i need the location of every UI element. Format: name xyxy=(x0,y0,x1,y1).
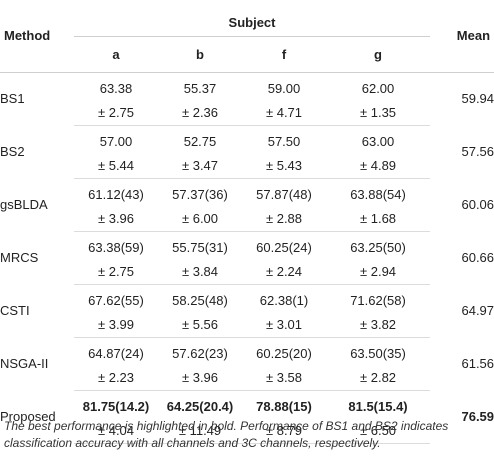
method-name: CSTI xyxy=(0,303,30,318)
value-cell-best: 64.25(20.4) xyxy=(166,399,234,414)
method-name: Proposed xyxy=(0,409,56,424)
mean-cell: 60.66 xyxy=(461,250,494,265)
value-cell: 62.38(1) xyxy=(259,293,309,308)
value-cell: 67.62(55) xyxy=(88,293,144,308)
table-row-sd: ± 2.23 ± 3.96 ± 3.58 ± 2.82 xyxy=(0,365,494,391)
table-row-best: Proposed 81.75(14.2) 64.25(20.4) 78.88(1… xyxy=(0,390,494,424)
results-table: Method Subject Mean a b f g BS1 63.38 55… xyxy=(0,0,494,444)
header-mean: Mean xyxy=(430,0,494,73)
sd-cell: ± 5.43 xyxy=(242,153,326,179)
table-row-sd: ± 2.75 ± 3.84 ± 2.24 ± 2.94 xyxy=(0,259,494,285)
value-cell: 63.88(54) xyxy=(350,187,406,202)
value-cell-best: 81.5(15.4) xyxy=(348,399,408,414)
sd-cell: ± 11.49 xyxy=(158,418,242,444)
sd-cell: ± 3.82 xyxy=(326,312,431,338)
value-cell-best: 78.88(15) xyxy=(256,399,312,414)
sd-cell: ± 2.94 xyxy=(326,259,431,285)
table-caption: The best performance is highlighted in b… xyxy=(4,419,449,450)
method-name: BS1 xyxy=(0,91,25,107)
sd-cell: ± 3.84 xyxy=(158,259,242,285)
value-cell: 52.75 xyxy=(183,134,217,149)
sd-cell: ± 3.99 xyxy=(74,312,158,338)
sd-cell: ± 6.00 xyxy=(158,206,242,232)
table-row-sd: ± 2.75 ± 2.36 ± 4.71 ± 1.35 xyxy=(0,100,494,126)
value-cell: 63.50(35) xyxy=(350,346,406,361)
table-row: BS2 57.00 52.75 57.50 63.00 57.56 xyxy=(0,125,494,159)
value-cell: 71.62(58) xyxy=(350,293,406,308)
value-cell: 63.38(59) xyxy=(88,240,144,255)
sd-cell: ± 1.68 xyxy=(326,206,431,232)
value-cell-best: 81.75(14.2) xyxy=(82,399,150,414)
sd-cell: ± 3.96 xyxy=(74,206,158,232)
method-name: NSGA-II xyxy=(0,356,49,371)
sd-cell: ± 8.79 xyxy=(242,418,326,444)
value-cell: 57.50 xyxy=(267,134,301,149)
header-row-subjects: a b f g xyxy=(0,36,494,73)
method-name: gsBLDA xyxy=(0,197,48,212)
sd-cell: ± 3.47 xyxy=(158,153,242,179)
sd-cell: ± 2.24 xyxy=(242,259,326,285)
sd-cell: ± 3.96 xyxy=(158,365,242,391)
value-cell: 61.12(43) xyxy=(88,187,144,202)
header-row-top: Method Subject Mean xyxy=(0,0,494,73)
mean-cell: 57.56 xyxy=(461,144,494,159)
sd-cell: ± 1.35 xyxy=(326,100,431,126)
method-name: BS2 xyxy=(0,144,25,159)
value-cell: 58.25(48) xyxy=(172,293,228,308)
sd-cell: ± 4.04 xyxy=(74,418,158,444)
sd-cell: ± 4.89 xyxy=(326,153,431,179)
table-row: MRCS 63.38(59) 55.75(31) 60.25(24) 63.25… xyxy=(0,231,494,265)
value-cell: 62.00 xyxy=(361,81,395,96)
value-cell: 63.00 xyxy=(361,134,395,149)
value-cell: 64.87(24) xyxy=(88,346,144,361)
value-cell: 63.38 xyxy=(99,81,133,96)
sd-cell: ± 4.71 xyxy=(242,100,326,126)
value-cell: 55.37 xyxy=(183,81,217,96)
table-row: CSTI 67.62(55) 58.25(48) 62.38(1) 71.62(… xyxy=(0,284,494,318)
method-name: MRCS xyxy=(0,250,39,265)
value-cell: 60.25(20) xyxy=(256,346,312,361)
value-cell: 55.75(31) xyxy=(172,240,228,255)
sd-cell: ± 3.58 xyxy=(242,365,326,391)
table-row-sd: ± 5.44 ± 3.47 ± 5.43 ± 4.89 xyxy=(0,153,494,179)
sd-cell: ± 2.75 xyxy=(74,259,158,285)
table-row: BS1 63.38 55.37 59.00 62.00 59.94 xyxy=(0,72,494,106)
sd-cell: ± 6.50 xyxy=(326,418,431,444)
header-subject-g: g xyxy=(326,36,431,73)
sd-cell: ± 2.82 xyxy=(326,365,431,391)
table-row-sd: ± 4.04 ± 11.49 ± 8.79 ± 6.50 xyxy=(0,418,494,444)
value-cell: 57.00 xyxy=(99,134,133,149)
sd-cell: ± 5.56 xyxy=(158,312,242,338)
value-cell: 63.25(50) xyxy=(350,240,406,255)
value-cell: 57.37(36) xyxy=(172,187,228,202)
sd-cell: ± 2.36 xyxy=(158,100,242,126)
table-row-sd: ± 3.96 ± 6.00 ± 2.88 ± 1.68 xyxy=(0,206,494,232)
mean-cell: 59.94 xyxy=(461,91,494,107)
table-row: NSGA-II 64.87(24) 57.62(23) 60.25(20) 63… xyxy=(0,337,494,371)
mean-cell: 60.06 xyxy=(461,197,494,212)
sd-cell: ± 2.23 xyxy=(74,365,158,391)
sd-cell: ± 3.01 xyxy=(242,312,326,338)
sd-cell: ± 5.44 xyxy=(74,153,158,179)
header-subject-b: b xyxy=(158,36,242,73)
header-subject-a: a xyxy=(74,36,158,73)
sd-cell: ± 2.75 xyxy=(74,100,158,126)
header-subject-f: f xyxy=(242,36,326,73)
value-cell: 60.25(24) xyxy=(256,240,312,255)
mean-cell: 61.56 xyxy=(461,356,494,371)
table-row-sd: ± 3.99 ± 5.56 ± 3.01 ± 3.82 xyxy=(0,312,494,338)
header-subject: Subject xyxy=(74,0,431,37)
mean-cell-best: 76.59 xyxy=(461,409,494,424)
value-cell: 57.87(48) xyxy=(256,187,312,202)
sd-cell: ± 2.88 xyxy=(242,206,326,232)
mean-cell: 64.97 xyxy=(461,303,494,318)
header-method: Method xyxy=(0,0,74,73)
value-cell: 57.62(23) xyxy=(172,346,228,361)
value-cell: 59.00 xyxy=(267,81,301,96)
table-row: gsBLDA 61.12(43) 57.37(36) 57.87(48) 63.… xyxy=(0,178,494,212)
